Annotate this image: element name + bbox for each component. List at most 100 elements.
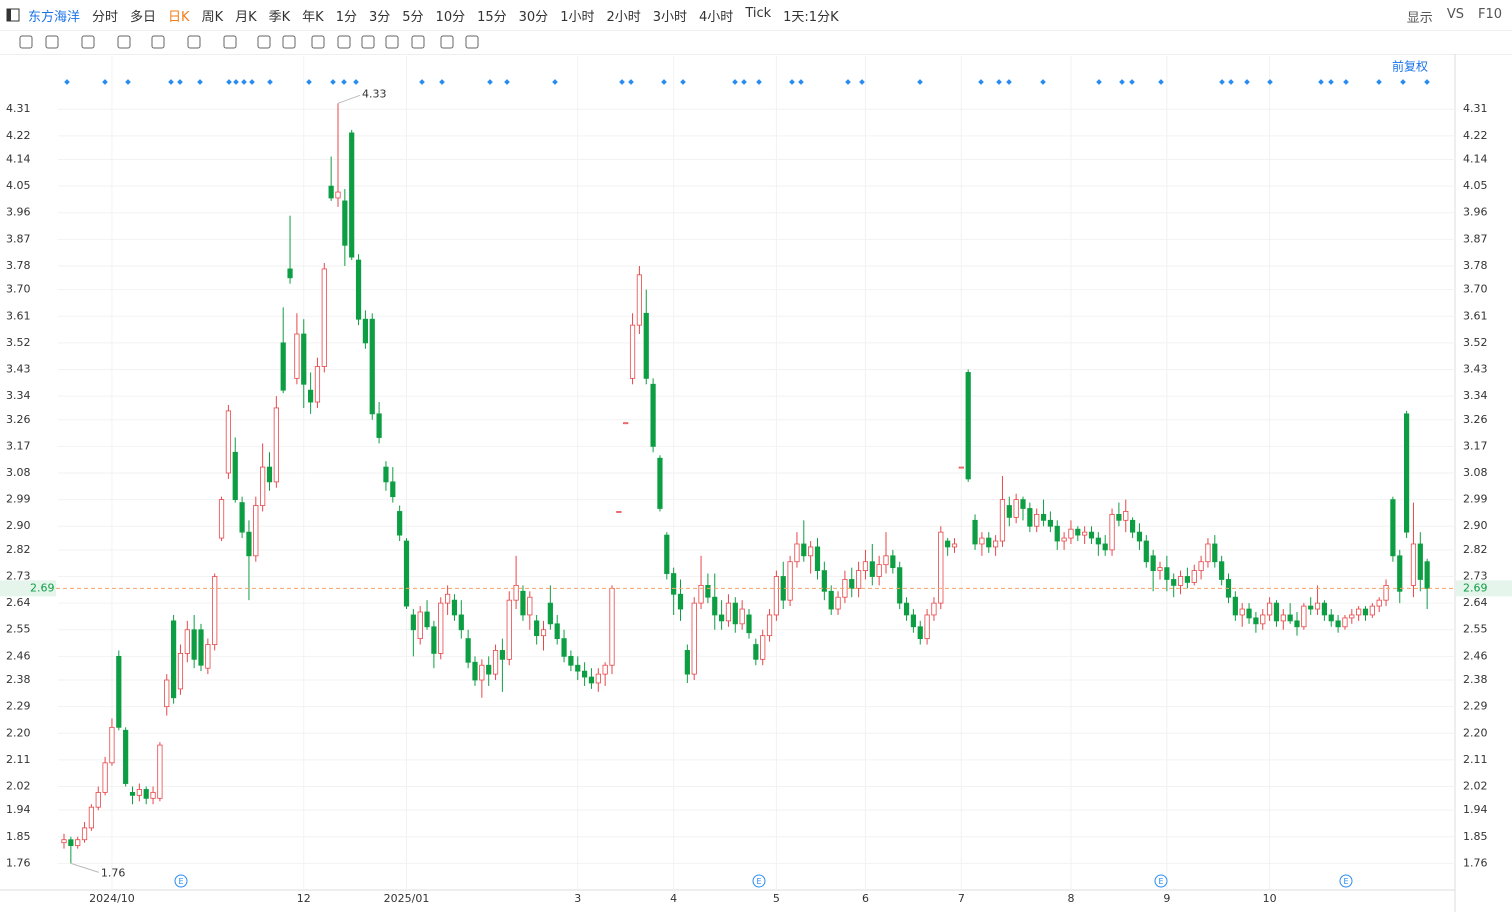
event-marker[interactable] <box>174 874 188 888</box>
period-button[interactable]: 4小时 <box>699 9 734 25</box>
y-tick-label-right: 4.22 <box>1463 129 1488 142</box>
event-dot <box>732 79 738 85</box>
y-tick-label-right: 2.02 <box>1463 779 1488 792</box>
y-tick-label-right: 2.99 <box>1463 493 1488 506</box>
period-button[interactable]: 周K <box>201 9 224 25</box>
event-dot <box>419 79 425 85</box>
tool-icon[interactable] <box>385 35 399 49</box>
interval-select[interactable]: 1天:1分K <box>783 9 839 25</box>
period-button[interactable]: 分时 <box>92 9 119 25</box>
event-dot <box>226 79 232 85</box>
tool-icon[interactable] <box>45 35 59 49</box>
y-tick-label: 3.43 <box>6 362 31 375</box>
toolbar: 东方海洋 分时 多日 日K 周K 月K 季K 年K 1分 3分 5分 10分 15分 30分 1小时 2小时… <box>0 0 1512 31</box>
period-button[interactable]: 多日 <box>130 9 157 25</box>
period-button[interactable]: 年K <box>302 9 324 25</box>
tool-icon[interactable] <box>361 35 375 49</box>
tool-icon[interactable] <box>337 35 351 49</box>
y-tick-label: 2.82 <box>6 543 31 556</box>
event-dot <box>1228 79 1234 85</box>
tool-icon[interactable] <box>19 35 33 49</box>
period-list: 分时 多日 日K 周K 月K 季K 年K 1分 3分 5分 10分 15分 30分 1小时 2小时 3小时 4小… <box>80 6 771 25</box>
tool-icons <box>19 35 479 49</box>
candle-body <box>534 620 540 637</box>
candle-body <box>198 629 204 666</box>
period-button[interactable]: Tick <box>745 5 772 21</box>
event-dot <box>177 79 183 85</box>
tool-icon[interactable] <box>311 35 325 49</box>
event-marker[interactable] <box>752 874 766 888</box>
candle-body <box>1061 537 1067 542</box>
candle-body <box>1198 561 1204 571</box>
period-button[interactable]: 30分 <box>518 9 549 25</box>
candle-body <box>287 268 293 279</box>
tool-icon[interactable] <box>440 35 454 49</box>
candle-body <box>588 676 595 684</box>
period-button[interactable]: 3分 <box>368 9 391 25</box>
event-dot <box>1267 79 1273 85</box>
x-tick-label: 7 <box>958 892 965 905</box>
y-tick-label-right: 2.55 <box>1463 623 1488 636</box>
y-tick-label: 3.26 <box>6 413 31 426</box>
f10-button[interactable]: F10 <box>1477 7 1502 22</box>
tool-icon[interactable] <box>151 35 165 49</box>
period-button[interactable]: 15分 <box>477 9 507 25</box>
tool-icon[interactable] <box>117 35 131 49</box>
tool-icon[interactable] <box>411 35 425 49</box>
tool-icon[interactable] <box>257 35 271 49</box>
y-tick-label-right: 2.38 <box>1463 673 1488 686</box>
display-button[interactable]: 显示 <box>1406 11 1433 26</box>
candle-body <box>794 543 800 563</box>
tool-icon[interactable] <box>465 35 479 49</box>
candle-body <box>869 561 875 577</box>
x-tick-label: 4 <box>670 892 677 905</box>
candle-body <box>129 792 136 796</box>
tool-icon[interactable] <box>282 35 296 49</box>
candle-body <box>883 555 889 566</box>
candle-body <box>1013 499 1019 518</box>
candle-body <box>1109 514 1115 551</box>
candle-body <box>1171 579 1177 586</box>
candle-body <box>753 644 759 660</box>
candle-body <box>623 422 629 425</box>
tool-icon[interactable] <box>81 35 95 49</box>
candle-body <box>979 537 985 545</box>
period-button[interactable]: 3小时 <box>652 9 688 25</box>
last-price-label: 2.69 <box>30 581 55 594</box>
period-button[interactable]: 季K <box>268 9 291 25</box>
candle-body <box>431 626 437 654</box>
event-marker[interactable] <box>1339 874 1353 888</box>
period-button[interactable]: 日K <box>168 9 190 25</box>
y-tick-label-right: 4.05 <box>1463 179 1488 192</box>
y-tick-label: 2.46 <box>6 649 31 662</box>
period-button[interactable]: 1分 <box>335 9 357 25</box>
period-button[interactable]: 10分 <box>435 9 466 25</box>
y-tick-label-right: 3.17 <box>1463 439 1488 452</box>
candle-body <box>397 511 403 536</box>
period-button[interactable]: 月K <box>235 9 257 25</box>
period-button[interactable]: 2小时 <box>606 9 641 25</box>
event-dot <box>504 79 510 85</box>
candle-body <box>931 602 937 616</box>
period-button[interactable]: 5分 <box>402 9 424 25</box>
event-dot <box>1343 79 1349 85</box>
candle-body <box>1047 519 1053 527</box>
event-dot <box>789 79 795 85</box>
candle-body <box>451 599 458 616</box>
candle-body <box>1328 614 1334 622</box>
stock-name[interactable]: 东方海洋 <box>28 9 81 25</box>
candle-body <box>61 839 67 844</box>
tool-icon[interactable] <box>187 35 201 49</box>
event-dot <box>661 79 667 85</box>
candle-body <box>1219 561 1225 580</box>
candle-body <box>212 576 218 645</box>
y-tick-label: 2.90 <box>6 519 31 532</box>
period-button[interactable]: 1小时 <box>560 9 595 25</box>
adjust-button[interactable]: 前复权 <box>1392 59 1428 74</box>
event-marker[interactable] <box>1154 874 1168 888</box>
tool-icon[interactable] <box>223 35 237 49</box>
candle-body <box>479 664 485 681</box>
sidebar-icon[interactable] <box>6 8 20 22</box>
vs-button[interactable]: VS <box>1446 7 1464 22</box>
